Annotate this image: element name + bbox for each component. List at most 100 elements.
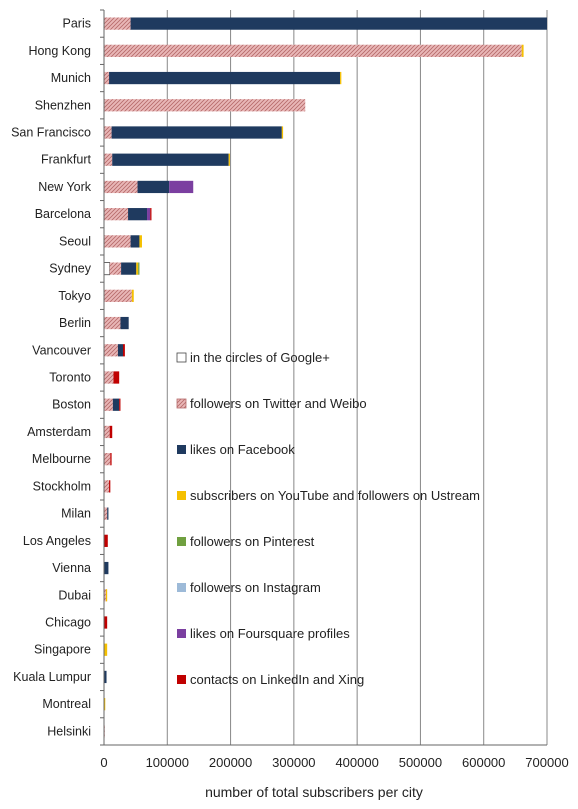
category-label: Vienna bbox=[52, 561, 91, 575]
legend-swatch bbox=[177, 675, 186, 684]
x-tick-label: 600000 bbox=[462, 755, 505, 770]
bar-segment bbox=[104, 289, 132, 302]
legend: in the circles of Google+ followers on Tw… bbox=[176, 350, 480, 687]
legend-label: followers on Pinterest bbox=[190, 534, 315, 549]
bar-segment bbox=[104, 670, 107, 684]
category-label: Singapore bbox=[34, 643, 91, 657]
category-label: Hong Kong bbox=[28, 44, 91, 58]
legend-label: in the circles of Google+ bbox=[190, 350, 330, 365]
legend-swatch bbox=[177, 445, 186, 454]
bar-segment bbox=[104, 616, 108, 629]
category-label: Shenzhen bbox=[35, 98, 91, 112]
category-label: Los Angeles bbox=[23, 534, 91, 548]
category-label: Kuala Lumpur bbox=[13, 670, 91, 684]
bar-segment bbox=[111, 126, 282, 139]
legend-label: likes on Foursquare profiles bbox=[190, 626, 350, 641]
legend-swatch bbox=[177, 491, 186, 500]
legend-swatch bbox=[176, 352, 187, 363]
category-label: Boston bbox=[52, 398, 91, 412]
category-label: Seoul bbox=[59, 234, 91, 248]
category-label: Barcelona bbox=[35, 207, 91, 221]
category-label: Milan bbox=[61, 507, 91, 521]
bar-segment bbox=[169, 180, 194, 194]
bar-segment bbox=[110, 453, 112, 466]
x-tick-label: 400000 bbox=[335, 755, 378, 770]
bar-segment bbox=[112, 398, 120, 411]
bar-segment bbox=[117, 344, 123, 357]
category-label: Toronto bbox=[49, 371, 91, 385]
bar-segment bbox=[107, 507, 109, 520]
bar-segment bbox=[521, 44, 524, 57]
bar-segment bbox=[128, 208, 148, 221]
x-tick-labels: 0 100000 200000 300000 400000 500000 600000 700… bbox=[100, 755, 568, 770]
x-tick-label: 0 bbox=[100, 755, 107, 770]
legend-swatch bbox=[176, 398, 187, 409]
category-label: Frankfurt bbox=[41, 153, 92, 167]
bar-segment bbox=[104, 643, 108, 656]
legend-label: followers on Instagram bbox=[190, 580, 321, 595]
bar-segment bbox=[131, 289, 134, 302]
bar-segment bbox=[104, 480, 110, 493]
bar-segment bbox=[104, 534, 108, 547]
category-label: Montreal bbox=[42, 697, 91, 711]
bar-segment bbox=[228, 153, 230, 166]
bar-segment bbox=[120, 316, 129, 330]
bars bbox=[103, 17, 547, 738]
bar-segment bbox=[109, 262, 122, 275]
bar-segment bbox=[103, 262, 111, 276]
category-label: New York bbox=[38, 180, 92, 194]
bar-segment bbox=[150, 208, 152, 221]
legend-swatch bbox=[177, 537, 186, 546]
category-label: Amsterdam bbox=[27, 425, 91, 439]
bar-segment bbox=[147, 208, 151, 221]
bar-segment bbox=[130, 235, 140, 248]
bar-segment bbox=[122, 344, 125, 357]
bar-segment bbox=[104, 371, 114, 384]
bar-segment bbox=[104, 507, 108, 520]
category-label: Paris bbox=[63, 17, 91, 31]
x-tick-label: 500000 bbox=[399, 755, 442, 770]
bar-segment bbox=[104, 316, 121, 330]
legend-label: likes on Facebook bbox=[190, 442, 295, 457]
category-label: San Francisco bbox=[11, 126, 91, 140]
category-label: Dubai bbox=[58, 588, 91, 602]
bar-segment bbox=[104, 208, 129, 221]
bar-segment bbox=[104, 589, 106, 602]
category-labels: Paris Hong Kong Munich Shenzhen San Francisc… bbox=[11, 17, 92, 739]
bar-segment bbox=[104, 561, 109, 575]
bar-segment bbox=[104, 398, 113, 411]
category-label: Helsinki bbox=[47, 724, 91, 738]
legend-swatch bbox=[177, 629, 186, 638]
bar-segment bbox=[104, 180, 138, 194]
bar-segment bbox=[104, 153, 113, 166]
bar-segment bbox=[104, 17, 131, 30]
legend-label: followers on Twitter and Weibo bbox=[190, 396, 367, 411]
category-label: Vancouver bbox=[32, 343, 91, 357]
category-label: Stockholm bbox=[33, 479, 91, 493]
legend-label: contacts on LinkedIn and Xing bbox=[190, 672, 364, 687]
bar-segment bbox=[139, 235, 142, 248]
legend-swatch bbox=[177, 583, 186, 592]
bar-segment bbox=[104, 425, 110, 439]
axes bbox=[100, 9, 547, 746]
legend-label: subscribers on YouTube and followers on … bbox=[190, 488, 480, 503]
bar-segment bbox=[104, 44, 522, 57]
category-label: Melbourne bbox=[32, 452, 91, 466]
bar-segment bbox=[109, 480, 111, 493]
x-tick-label: 300000 bbox=[272, 755, 315, 770]
bar-segment bbox=[104, 126, 112, 139]
x-tick-label: 700000 bbox=[525, 755, 568, 770]
bar-segment bbox=[113, 371, 120, 384]
bar-segment bbox=[104, 99, 306, 112]
bar-segment bbox=[130, 17, 547, 30]
category-label: Sydney bbox=[49, 262, 91, 276]
bar-segment bbox=[112, 153, 229, 166]
bar-segment bbox=[119, 398, 121, 411]
category-label: Chicago bbox=[45, 616, 91, 630]
bar-segment bbox=[109, 71, 341, 85]
bar-segment bbox=[281, 126, 284, 139]
bar-segment bbox=[104, 344, 118, 357]
category-label: Berlin bbox=[59, 316, 91, 330]
